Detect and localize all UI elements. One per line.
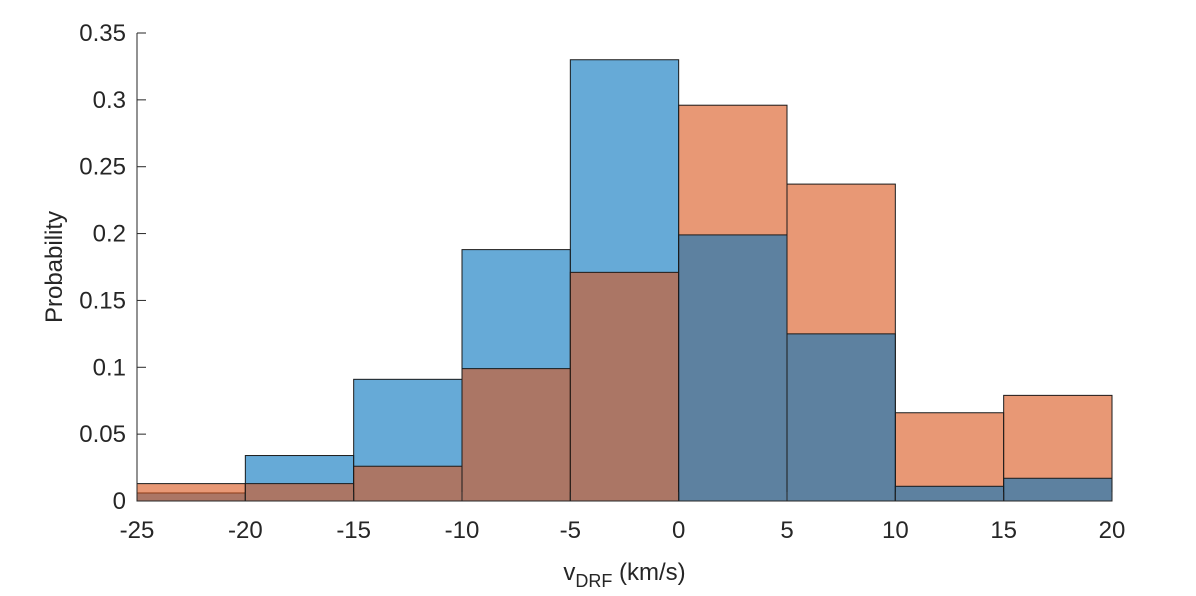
- bar-series-blue-bin-8-overlay: [1003, 477, 1113, 502]
- x-tick-label: 10: [882, 517, 909, 544]
- y-tick-label: 0.2: [93, 221, 126, 248]
- bar-series-blue-bin-5-overlay: [678, 234, 788, 502]
- y-tick-label: 0.25: [79, 154, 126, 181]
- y-tick-label: 0.15: [79, 287, 126, 314]
- x-tick-label: -15: [336, 517, 371, 544]
- x-axis-title: vDRF (km/s): [563, 559, 685, 591]
- bar-series-orange-bin-0: [136, 483, 246, 502]
- bar-series-blue-bin-6-overlay: [786, 333, 896, 502]
- labels-layer: Probability vDRF (km/s): [41, 211, 686, 591]
- y-tick-label: 0: [113, 488, 126, 515]
- x-tick-label: -5: [560, 517, 581, 544]
- x-axis-title-main: v: [563, 559, 575, 586]
- bar-series-blue-bin-7-overlay: [894, 485, 1005, 502]
- x-tick-label: 20: [1099, 517, 1126, 544]
- x-tick-label: 0: [672, 517, 685, 544]
- y-axis-title: Probability: [41, 211, 68, 323]
- y-tick-label: 0.05: [79, 421, 126, 448]
- y-tick-label: 0.1: [93, 354, 126, 381]
- bar-series-orange-bin-3: [461, 368, 571, 502]
- axes-layer: -25 -20 -15 -10 -5 0 5 10 15 20 0 0.05 0.1 0.15 0.2 0.2…: [79, 20, 1125, 544]
- y-tick-label: 0.3: [93, 87, 126, 114]
- bar-series-orange-bin-1: [244, 483, 355, 502]
- bar-series-orange-bin-2: [353, 465, 463, 502]
- x-tick-label: -10: [445, 517, 480, 544]
- y-tick-label: 0.35: [79, 20, 126, 47]
- x-tick-label: -20: [228, 517, 263, 544]
- x-tick-label: 15: [990, 517, 1017, 544]
- x-tick-label: 5: [780, 517, 793, 544]
- x-axis-title-subscript: DRF: [575, 571, 612, 591]
- x-tick-label: -25: [120, 517, 155, 544]
- x-axis-title-unit: (km/s): [612, 559, 685, 586]
- bars-layer: [136, 59, 1113, 502]
- bar-series-orange-bin-4: [569, 271, 680, 502]
